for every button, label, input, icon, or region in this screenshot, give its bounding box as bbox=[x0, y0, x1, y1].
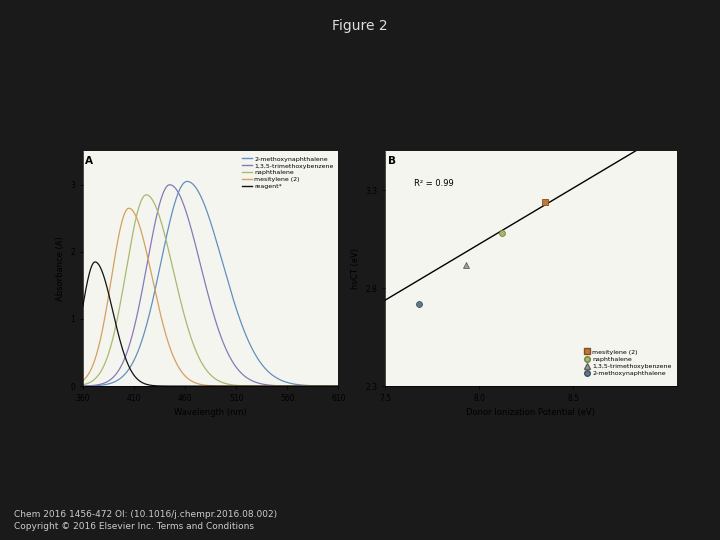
mesitylene (2) bbox=[334, 383, 343, 389]
naphthalene bbox=[334, 383, 343, 389]
X-axis label: Wavelength (nm): Wavelength (nm) bbox=[174, 408, 247, 417]
mesitylene (2) bbox=[283, 383, 292, 389]
Text: Figure 2: Figure 2 bbox=[332, 19, 388, 33]
reagent* bbox=[91, 259, 99, 265]
naphthalene bbox=[283, 383, 292, 389]
naphthalene bbox=[278, 383, 287, 389]
1,3,5-trimethoxybenzene bbox=[254, 380, 263, 387]
1,3,5-trimethoxybenzene bbox=[192, 242, 200, 249]
1,3,5-trimethoxybenzene bbox=[166, 181, 174, 188]
naphthalene bbox=[104, 349, 113, 356]
mesitylene (2) bbox=[78, 377, 87, 384]
1,3,5-trimethoxybenzene bbox=[78, 383, 87, 389]
reagent* bbox=[334, 383, 343, 389]
Legend: mesitylene (2), naphthalene, 1,3,5-trimethoxybenzene, 2-methoxynaphthalene: mesitylene (2), naphthalene, 1,3,5-trime… bbox=[582, 347, 674, 379]
2-methoxynaphthalene bbox=[78, 383, 87, 389]
naphthalene bbox=[142, 192, 150, 198]
Point bbox=[413, 300, 425, 308]
Point bbox=[496, 229, 508, 238]
Line: reagent*: reagent* bbox=[83, 262, 338, 386]
mesitylene (2) bbox=[278, 383, 287, 389]
reagent* bbox=[105, 293, 114, 299]
naphthalene bbox=[78, 382, 87, 388]
Line: naphthalene: naphthalene bbox=[83, 195, 338, 386]
mesitylene (2) bbox=[104, 291, 113, 297]
Point bbox=[539, 198, 551, 206]
Text: A: A bbox=[86, 156, 94, 166]
mesitylene (2) bbox=[254, 383, 263, 389]
1,3,5-trimethoxybenzene bbox=[283, 383, 292, 389]
2-methoxynaphthalene bbox=[183, 178, 192, 185]
Line: 2-methoxynaphthalene: 2-methoxynaphthalene bbox=[83, 181, 338, 386]
Line: mesitylene (2): mesitylene (2) bbox=[83, 208, 338, 386]
1,3,5-trimethoxybenzene bbox=[278, 383, 287, 389]
2-methoxynaphthalene bbox=[278, 377, 287, 384]
reagent* bbox=[182, 383, 191, 389]
Legend: 2-methoxynaphthalene, 1,3,5-trimethoxybenzene, naphthalene, mesitylene (2), reag: 2-methoxynaphthalene, 1,3,5-trimethoxybe… bbox=[240, 154, 336, 191]
1,3,5-trimethoxybenzene bbox=[334, 383, 343, 389]
1,3,5-trimethoxybenzene bbox=[104, 377, 113, 384]
2-methoxynaphthalene bbox=[334, 383, 343, 389]
Line: 1,3,5-trimethoxybenzene: 1,3,5-trimethoxybenzene bbox=[83, 185, 338, 386]
Text: R² = 0.99: R² = 0.99 bbox=[415, 179, 454, 188]
mesitylene (2) bbox=[182, 374, 191, 381]
naphthalene bbox=[182, 320, 191, 326]
reagent* bbox=[254, 383, 263, 389]
reagent* bbox=[78, 303, 87, 309]
reagent* bbox=[192, 383, 200, 389]
Text: Chem 2016 1456-472 OI: (10.1016/j.chempr.2016.08.002)
Copyright © 2016 Elsevier : Chem 2016 1456-472 OI: (10.1016/j.chempr… bbox=[14, 510, 277, 531]
mesitylene (2) bbox=[192, 380, 200, 386]
2-methoxynaphthalene bbox=[254, 356, 263, 363]
naphthalene bbox=[254, 383, 263, 389]
Y-axis label: Absorbance (A): Absorbance (A) bbox=[55, 237, 65, 301]
naphthalene bbox=[192, 347, 200, 353]
2-methoxynaphthalene bbox=[192, 184, 200, 191]
mesitylene (2) bbox=[125, 205, 133, 212]
Y-axis label: hνCT (eV): hνCT (eV) bbox=[351, 248, 360, 289]
2-methoxynaphthalene bbox=[104, 381, 113, 387]
2-methoxynaphthalene bbox=[182, 178, 191, 185]
reagent* bbox=[283, 383, 292, 389]
2-methoxynaphthalene bbox=[283, 379, 292, 386]
X-axis label: Donor Ionization Potential (eV): Donor Ionization Potential (eV) bbox=[467, 408, 595, 417]
Text: B: B bbox=[388, 156, 396, 166]
Point bbox=[460, 260, 472, 269]
reagent* bbox=[278, 383, 287, 389]
1,3,5-trimethoxybenzene bbox=[182, 210, 191, 216]
